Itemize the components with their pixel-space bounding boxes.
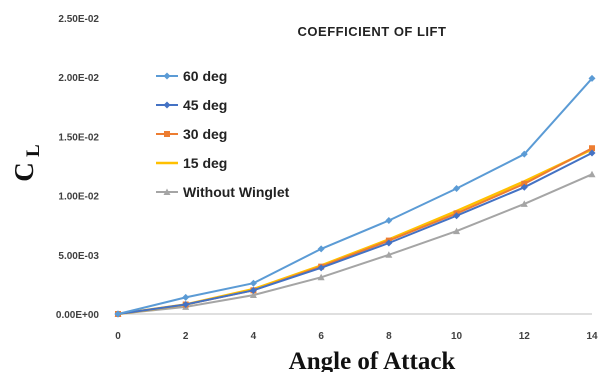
series-line — [117, 173, 593, 315]
data-point — [163, 188, 171, 195]
series-0 — [114, 74, 596, 318]
series-group — [114, 74, 596, 318]
x-tick-label: 2 — [183, 331, 189, 342]
legend-item: Without Winglet — [156, 184, 290, 200]
legend-item: 30 deg — [156, 126, 227, 142]
x-axis-ticks: 0 2 4 6 8 10 12 14 — [115, 331, 598, 342]
data-point — [520, 150, 528, 158]
data-point — [163, 101, 171, 109]
legend-label: Without Winglet — [183, 184, 290, 200]
data-point — [249, 291, 257, 299]
data-point — [589, 145, 595, 152]
y-axis-label: C L — [9, 144, 44, 181]
series-line — [117, 152, 593, 315]
series-line — [117, 77, 593, 315]
legend-item: 15 deg — [156, 155, 227, 171]
data-point — [521, 180, 528, 187]
y-axis-label-main: C — [9, 162, 39, 182]
x-tick-label: 12 — [519, 331, 531, 342]
data-point — [182, 301, 190, 309]
data-point — [182, 293, 190, 301]
x-tick-label: 14 — [586, 331, 598, 342]
data-point — [520, 200, 528, 207]
data-point — [588, 149, 596, 157]
data-point — [317, 245, 325, 253]
data-point — [164, 131, 170, 137]
data-point — [249, 286, 257, 294]
y-axis-ticks: 0.00E+00 5.00E-03 1.00E-02 1.50E-02 2.00E-02… — [56, 14, 100, 321]
series-line — [117, 148, 593, 316]
y-tick-label: 5.00E-03 — [58, 251, 99, 262]
y-axis-label-subscript: L — [23, 144, 44, 157]
x-tick-label: 0 — [115, 331, 121, 342]
legend-label: 45 deg — [183, 97, 227, 113]
y-tick-label: 2.50E-02 — [58, 14, 99, 25]
data-point — [588, 74, 596, 82]
data-point — [317, 273, 325, 281]
series-1 — [114, 149, 596, 318]
data-point — [114, 310, 122, 318]
series-2 — [115, 145, 595, 317]
legend-label: 30 deg — [183, 126, 227, 142]
x-tick-label: 4 — [251, 331, 257, 342]
legend: 60 deg 45 deg 30 deg 15 deg Without Winglet — [156, 68, 290, 200]
data-point — [520, 183, 528, 191]
data-point — [385, 216, 393, 224]
legend-label: 60 deg — [183, 68, 227, 84]
data-point — [453, 212, 461, 220]
series-line — [117, 147, 593, 315]
series-3 — [117, 148, 593, 316]
x-tick-label: 8 — [386, 331, 392, 342]
data-point — [317, 264, 325, 272]
y-tick-label: 0.00E+00 — [56, 310, 100, 321]
data-point — [163, 72, 171, 80]
y-tick-label: 2.00E-02 — [58, 73, 99, 84]
legend-label: 15 deg — [183, 155, 227, 171]
data-point — [453, 184, 461, 192]
data-point — [385, 239, 393, 247]
data-point — [249, 279, 257, 287]
data-point — [385, 251, 393, 258]
y-tick-label: 1.50E-02 — [58, 132, 99, 143]
chart-title: COEFFICIENT OF LIFT — [298, 24, 447, 39]
data-point — [453, 227, 461, 235]
x-tick-label: 10 — [451, 331, 463, 342]
x-tick-label: 6 — [318, 331, 324, 342]
legend-item: 45 deg — [156, 97, 227, 113]
y-tick-label: 1.00E-02 — [58, 192, 99, 203]
legend-item: 60 deg — [156, 68, 227, 84]
x-axis-label: Angle of Attack — [289, 348, 456, 372]
data-point — [588, 170, 596, 178]
